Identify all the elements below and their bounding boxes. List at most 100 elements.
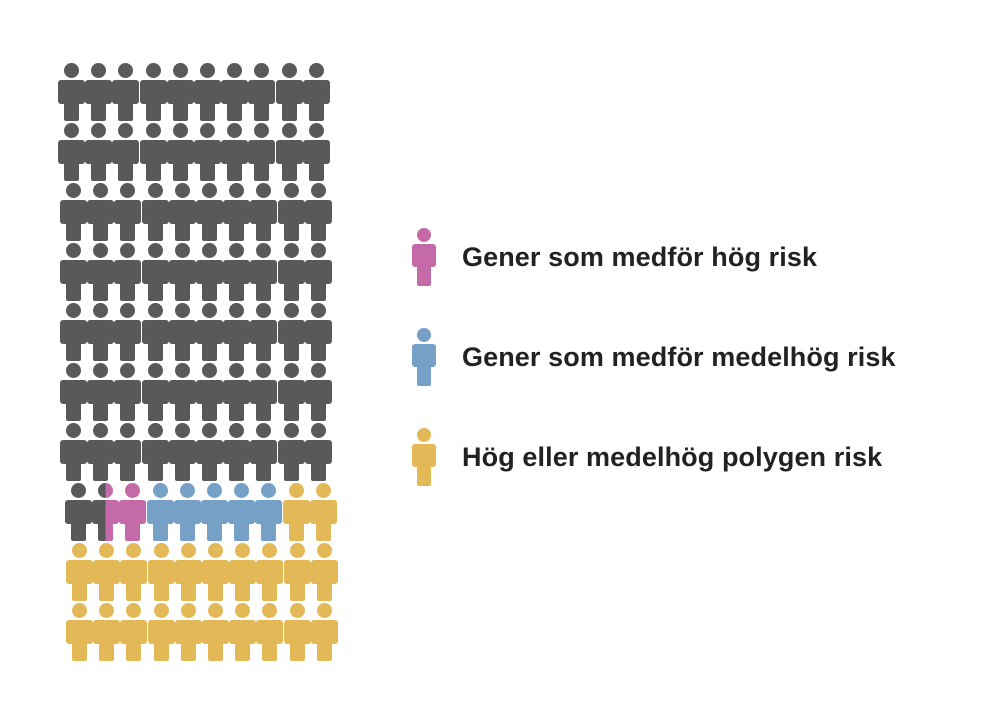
person-icon	[277, 363, 305, 421]
person-icon	[255, 483, 283, 541]
pictogram-grid	[58, 63, 343, 663]
person-icon	[85, 123, 113, 181]
person-icon	[141, 183, 169, 241]
person-icon	[85, 63, 113, 121]
person-icon	[66, 603, 93, 661]
person-icon	[310, 603, 338, 661]
person-icon	[275, 123, 303, 181]
person-icon	[304, 243, 332, 301]
person-icon	[412, 328, 436, 386]
person-icon	[139, 63, 167, 121]
person-icon	[166, 123, 194, 181]
person-icon	[139, 123, 167, 181]
person-icon	[168, 423, 196, 481]
person-icon	[223, 303, 251, 361]
person-icon	[87, 423, 115, 481]
person-icon	[114, 363, 142, 421]
person-icon	[141, 363, 169, 421]
person-icon	[275, 63, 303, 121]
person-icon	[223, 363, 251, 421]
person-icon	[201, 483, 228, 541]
person-icon	[412, 228, 436, 286]
legend-item-medium-risk-genes: Gener som medför medelhög risk	[412, 328, 972, 388]
person-icon	[277, 303, 305, 361]
person-icon	[196, 423, 223, 481]
person-icon	[223, 243, 251, 301]
person-icon	[174, 543, 202, 601]
person-icon	[283, 543, 311, 601]
person-icon	[168, 303, 196, 361]
person-icon	[120, 603, 148, 661]
person-icon	[282, 483, 310, 541]
person-icon	[412, 428, 436, 486]
person-icon	[302, 123, 330, 181]
person-icon	[223, 183, 251, 241]
person-icon	[202, 603, 229, 661]
legend-item-high-risk-genes: Gener som medför hög risk	[412, 228, 972, 288]
person-icon	[309, 483, 337, 541]
person-icon	[114, 243, 142, 301]
person-icon	[168, 363, 196, 421]
person-icon	[174, 603, 202, 661]
person-icon	[119, 483, 147, 541]
person-icon	[58, 123, 85, 181]
person-icon	[256, 603, 284, 661]
person-icon	[221, 63, 249, 121]
person-icon	[93, 603, 121, 661]
person-icon	[229, 603, 257, 661]
person-icon	[112, 63, 140, 121]
person-icon	[60, 363, 87, 421]
person-icon	[87, 243, 115, 301]
person-icon	[168, 183, 196, 241]
person-icon	[228, 483, 256, 541]
person-icon	[256, 543, 284, 601]
person-icon	[141, 303, 169, 361]
person-icon	[166, 63, 194, 121]
person-icon	[283, 603, 311, 661]
person-icon	[60, 243, 87, 301]
person-icon	[60, 423, 87, 481]
person-icon	[277, 183, 305, 241]
person-icon	[147, 603, 175, 661]
person-icon	[194, 63, 221, 121]
legend-label: Gener som medför medelhög risk	[462, 342, 896, 372]
person-icon	[66, 543, 93, 601]
person-icon	[196, 243, 223, 301]
person-icon	[168, 243, 196, 301]
person-icon	[229, 543, 257, 601]
person-icon	[58, 63, 85, 121]
person-icon	[223, 423, 251, 481]
person-icon	[196, 363, 223, 421]
person-icon	[250, 423, 278, 481]
person-icon	[250, 243, 278, 301]
person-icon	[141, 243, 169, 301]
person-icon	[114, 183, 142, 241]
person-icon	[304, 363, 332, 421]
person-icon	[65, 483, 92, 541]
person-icon	[304, 183, 332, 241]
legend-label: Gener som medför hög risk	[462, 242, 818, 272]
person-icon	[196, 303, 223, 361]
person-icon	[250, 303, 278, 361]
legend-label: Hög eller medelhög polygen risk	[462, 442, 883, 472]
person-icon	[87, 303, 115, 361]
person-icon	[60, 303, 87, 361]
person-icon	[250, 183, 278, 241]
person-icon	[277, 243, 305, 301]
person-icon	[304, 423, 332, 481]
person-icon	[277, 423, 305, 481]
person-icon	[87, 183, 115, 241]
person-icon	[304, 303, 332, 361]
person-icon	[196, 183, 223, 241]
person-icon	[194, 123, 221, 181]
person-icon	[310, 543, 338, 601]
person-icon	[221, 123, 249, 181]
person-icon	[112, 123, 140, 181]
legend-item-polygenic-risk: Hög eller medelhög polygen risk	[412, 428, 972, 488]
person-icon	[173, 483, 201, 541]
person-icon	[141, 423, 169, 481]
person-icon	[92, 483, 120, 541]
person-icon	[250, 363, 278, 421]
person-icon	[146, 483, 174, 541]
person-icon	[248, 123, 276, 181]
